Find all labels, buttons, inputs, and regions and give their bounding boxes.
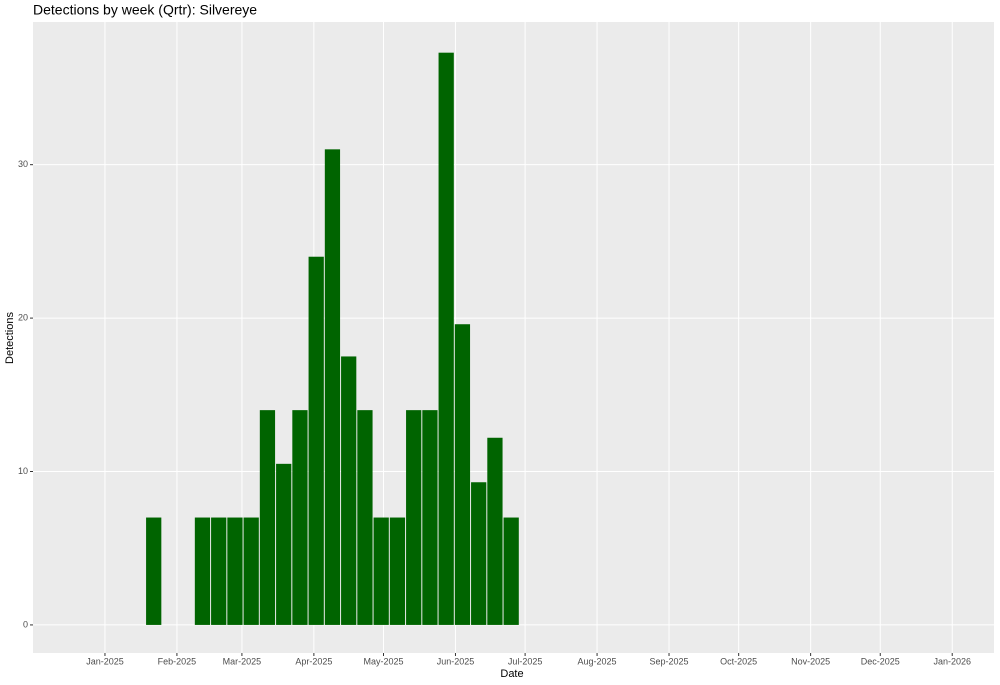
bar bbox=[406, 410, 422, 625]
bar bbox=[503, 517, 519, 625]
x-tick-label: May-2025 bbox=[363, 656, 403, 666]
x-tick-label: Oct-2025 bbox=[720, 656, 757, 666]
bar bbox=[454, 324, 471, 625]
bar bbox=[308, 256, 324, 625]
x-tick-label: Aug-2025 bbox=[578, 656, 617, 666]
y-axis-label: Detections bbox=[4, 312, 16, 364]
x-tick-label: Jan-2026 bbox=[933, 656, 971, 666]
x-tick-label: Mar-2025 bbox=[223, 656, 262, 666]
y-tick-label: 20 bbox=[18, 312, 28, 322]
x-tick-label: Feb-2025 bbox=[158, 656, 197, 666]
bar bbox=[324, 149, 341, 625]
bar bbox=[357, 410, 373, 625]
x-tick-label: Apr-2025 bbox=[295, 656, 332, 666]
bar bbox=[373, 517, 389, 625]
bar bbox=[487, 437, 503, 625]
y-tick-label: 10 bbox=[18, 466, 28, 476]
bar bbox=[146, 517, 162, 625]
x-tick-label: Jul-2025 bbox=[508, 656, 543, 666]
y-tick-label: 30 bbox=[18, 159, 28, 169]
bar bbox=[259, 410, 276, 625]
bar bbox=[211, 517, 227, 625]
bar bbox=[243, 517, 259, 625]
x-tick-label: Sep-2025 bbox=[650, 656, 689, 666]
bar bbox=[471, 482, 487, 625]
bar bbox=[276, 463, 292, 625]
x-tick-label: Dec-2025 bbox=[861, 656, 900, 666]
y-tick-label: 0 bbox=[23, 619, 28, 629]
bar bbox=[227, 517, 243, 625]
bar bbox=[422, 410, 438, 625]
x-tick-label: Nov-2025 bbox=[791, 656, 830, 666]
bar bbox=[341, 356, 357, 625]
bar bbox=[292, 410, 308, 625]
bar bbox=[438, 52, 454, 625]
bar bbox=[194, 517, 211, 625]
x-axis-label: Date bbox=[500, 668, 523, 680]
bar bbox=[389, 517, 406, 625]
x-tick-label: Jan-2025 bbox=[86, 656, 124, 666]
x-tick-label: Jun-2025 bbox=[437, 656, 475, 666]
chart-title: Detections by week (Qrtr): Silvereye bbox=[33, 2, 257, 18]
